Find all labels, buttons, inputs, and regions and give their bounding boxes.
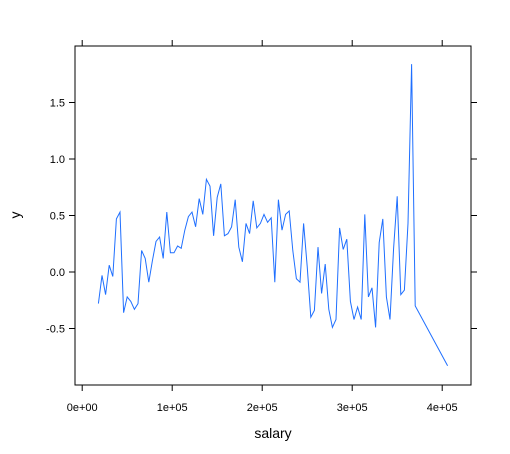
y-tick-label: -0.5 <box>46 324 65 336</box>
x-tick-label: 4e+05 <box>427 402 458 414</box>
x-tick-label: 3e+05 <box>337 402 368 414</box>
x-tick-label: 0e+00 <box>67 402 98 414</box>
y-tick-label: 0.5 <box>50 211 65 223</box>
y-tick-label: 1.0 <box>50 154 65 166</box>
y-tick-label: 1.5 <box>50 98 65 110</box>
axis-ticks <box>69 40 477 391</box>
y-axis-title: y <box>7 212 23 219</box>
tick-labels: 0e+00 1e+05 2e+05 3e+05 4e+05 -0.5 0.0 0.5 1.0 1.… <box>46 98 458 415</box>
x-tick-label: 2e+05 <box>247 402 278 414</box>
x-axis-title: salary <box>254 425 291 441</box>
x-tick-label: 1e+05 <box>157 402 188 414</box>
y-tick-label: 0.0 <box>50 267 65 279</box>
series-line <box>97 64 449 367</box>
